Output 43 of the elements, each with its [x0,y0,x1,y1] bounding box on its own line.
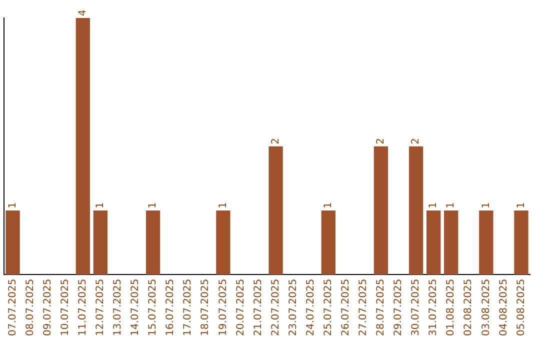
x-tick-label: 19.07.2025 [218,278,229,336]
x-tick-label: 01.08.2025 [446,278,457,336]
x-tick-label: 31.07.2025 [428,278,440,336]
x-tick-label: 20.07.2025 [235,278,246,336]
x-tick-label: 10.07.2025 [60,278,71,336]
data-label: 4 [77,10,88,16]
data-label: 1 [480,202,492,209]
x-tick-label: 18.07.2025 [200,278,212,336]
x-tick-label: 15.07.2025 [148,278,159,336]
x-tick-label: 04.08.2025 [498,278,510,336]
x-tick-label: 08.07.2025 [24,278,36,336]
data-label: 1 [218,202,229,209]
data-label: 1 [148,202,159,209]
x-tick-label: 16.07.2025 [165,278,176,336]
x-tick-label: 14.07.2025 [130,278,142,336]
x-tick-label: 28.07.2025 [376,278,387,336]
x-tick-label: 24.07.2025 [305,278,316,336]
data-label: 2 [376,138,387,144]
data-label: 1 [446,202,457,209]
x-tick-label: 02.08.2025 [463,278,474,336]
data-label: 1 [322,202,334,209]
x-tick-label: 23.07.2025 [288,278,299,336]
x-tick-label: 21.07.2025 [252,278,264,336]
data-label: 1 [516,202,527,209]
x-tick-label: 12.07.2025 [95,278,106,336]
x-tick-label: 30.07.2025 [410,278,422,336]
data-label: 1 [7,202,18,209]
data-label: 1 [428,202,440,209]
x-tick-label: 26.07.2025 [340,278,352,336]
x-tick-label: 25.07.2025 [322,278,334,336]
data-label: 2 [270,138,282,144]
x-tick-label: 09.07.2025 [42,278,54,336]
x-tick-label: 17.07.2025 [182,278,194,336]
x-tick-label: 05.08.2025 [516,278,527,336]
data-label: 2 [410,138,422,144]
x-tick-label: 29.07.2025 [393,278,404,336]
data-label: 1 [95,202,106,209]
x-tick-label: 22.07.2025 [270,278,282,336]
x-tick-label: 07.07.2025 [7,278,18,336]
x-tick-label: 03.08.2025 [480,278,492,336]
x-tick-label: 13.07.2025 [112,278,124,336]
x-tick-label: 27.07.2025 [358,278,370,336]
x-tick-label: 11.07.2025 [77,278,88,336]
